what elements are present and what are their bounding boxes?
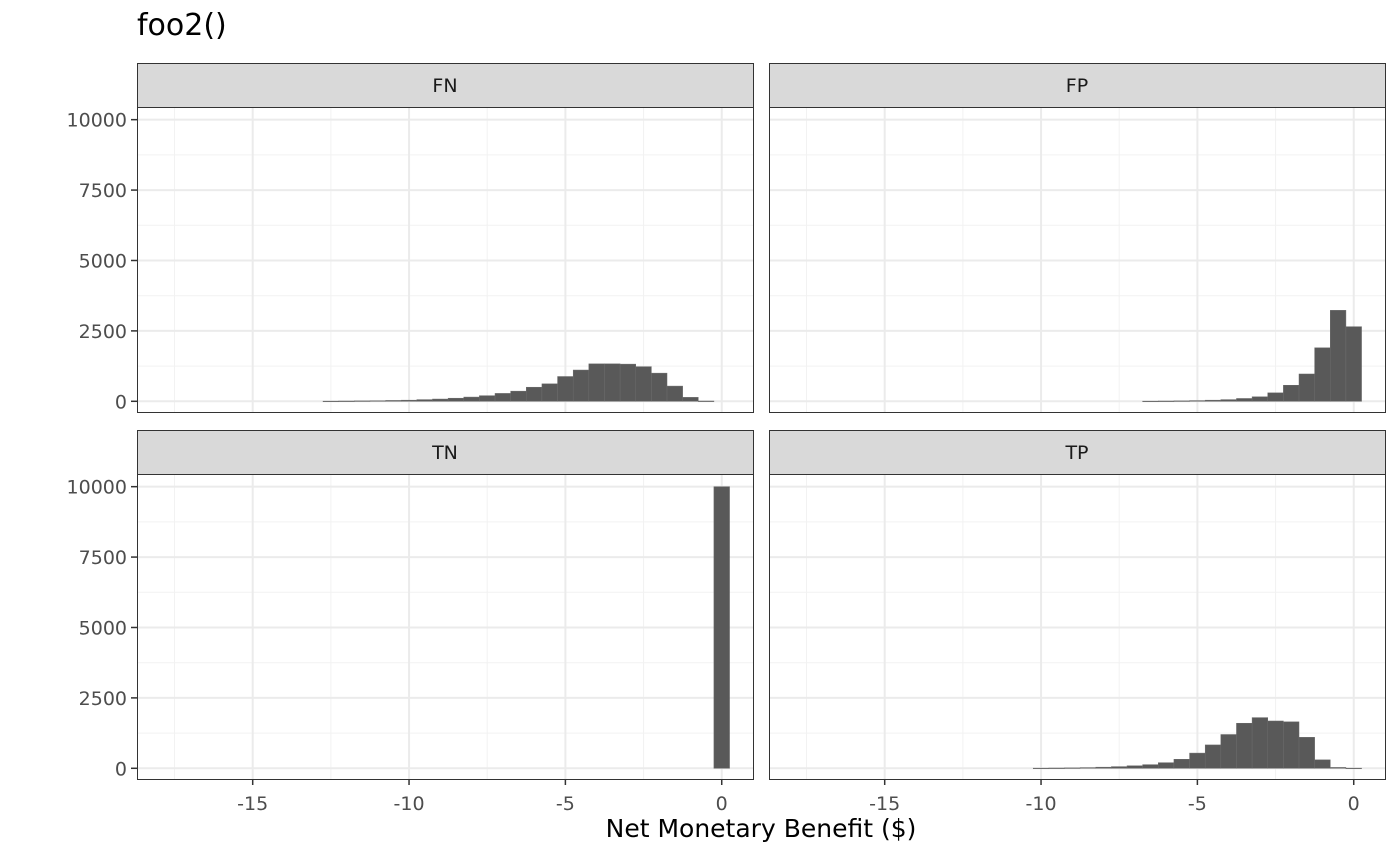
panel-border-fn [137,107,754,413]
histogram-bar [588,363,605,402]
histogram-bar [666,385,683,402]
panel-border-tn [137,474,754,780]
histogram-bar [1298,373,1315,402]
histogram-bar [1220,399,1237,402]
facet-strip-label-fp: FP [1066,75,1088,97]
x-tick-label: -10 [1026,793,1057,815]
y-tick-label: 2500 [79,321,127,343]
histogram-bar [713,486,730,769]
histogram-bar [1345,326,1362,402]
histogram-bar [1064,767,1081,769]
histogram-bar [1142,764,1159,769]
histogram-bar [1298,737,1315,769]
histogram-bar [432,398,449,402]
histogram-bar [651,372,668,402]
histogram-bar [1251,717,1268,769]
y-tick-label: 10000 [67,477,127,499]
y-tick-label: 0 [115,391,127,413]
panel-border-tp [769,474,1386,780]
histogram-bar [1330,310,1347,402]
histogram-bar [1126,765,1143,769]
histogram-bar [1220,734,1237,769]
histogram-bar [354,400,371,402]
histogram-bar [416,399,433,402]
histogram-bar [572,369,590,402]
x-tick-label: -10 [394,793,425,815]
histogram-bar [682,397,699,402]
histogram-bar [369,400,386,402]
histogram-bar [447,397,465,402]
histogram-bar [494,393,511,402]
y-tick-label: 7500 [79,180,127,202]
histogram-bar [1314,347,1331,402]
histogram-bar [1158,400,1175,402]
histogram-bar [698,400,715,402]
y-tick-label: 10000 [67,110,127,132]
histogram-bar [1314,759,1331,769]
histogram-bar [1236,722,1253,769]
histogram-bar [385,400,402,402]
histogram-bar [400,399,418,402]
histogram-bar [1173,759,1190,769]
histogram-bar [463,396,480,402]
histogram-bar [510,390,527,402]
panel-border-fp [769,107,1386,413]
histogram-bar [1283,721,1300,769]
histogram-bar [1236,398,1253,402]
facet-strip-label-fn: FN [432,75,457,97]
x-tick-label: 0 [716,793,728,815]
y-tick-label: 5000 [79,250,127,272]
histogram-bar [1079,767,1097,769]
histogram-bar [338,400,355,402]
chart-title: foo2() [137,8,227,43]
histogram-bar [604,363,621,402]
histogram-bar [1204,399,1222,402]
facet-strip-tp [769,430,1386,475]
facet-strip-label-tp: TP [1064,442,1088,464]
histogram-bar [635,366,652,402]
histogram-bar [1158,762,1175,769]
histogram-bar [557,376,574,402]
histogram-bar [1267,720,1284,769]
x-tick-label: -5 [556,793,575,815]
x-tick-label: -15 [237,793,268,815]
histogram-bar [479,395,496,402]
facet-strip-label-tn: TN [431,442,458,464]
facet-strip-tn [137,430,754,475]
histogram-bar [1032,767,1050,770]
histogram-bar [619,363,636,402]
histogram-bar [1345,767,1362,770]
y-tick-label: 0 [115,758,127,780]
histogram-bar [1111,766,1128,769]
x-tick-label: -5 [1188,793,1207,815]
histogram-bar [322,400,339,403]
histogram-bar [1330,767,1347,769]
x-tick-label: 0 [1348,793,1360,815]
histogram-bar [1251,396,1268,402]
histogram-bar [1204,744,1222,769]
histogram-bar [1189,400,1206,402]
histogram-bar [541,383,558,402]
histogram-bar [1095,766,1112,769]
y-tick-label: 5000 [79,617,127,639]
histogram-bar [1142,400,1159,403]
histogram-bar [1173,400,1190,402]
histogram-bar [1283,384,1300,402]
histogram-bar [1267,392,1284,402]
x-tick-label: -15 [869,793,900,815]
histogram-bar [1048,767,1065,769]
facet-strip-fn [137,63,754,108]
y-tick-label: 7500 [79,547,127,569]
y-tick-label: 2500 [79,688,127,710]
histogram-bar [526,386,543,402]
x-axis-label: Net Monetary Benefit ($) [605,814,917,843]
histogram-bar [1189,752,1206,769]
